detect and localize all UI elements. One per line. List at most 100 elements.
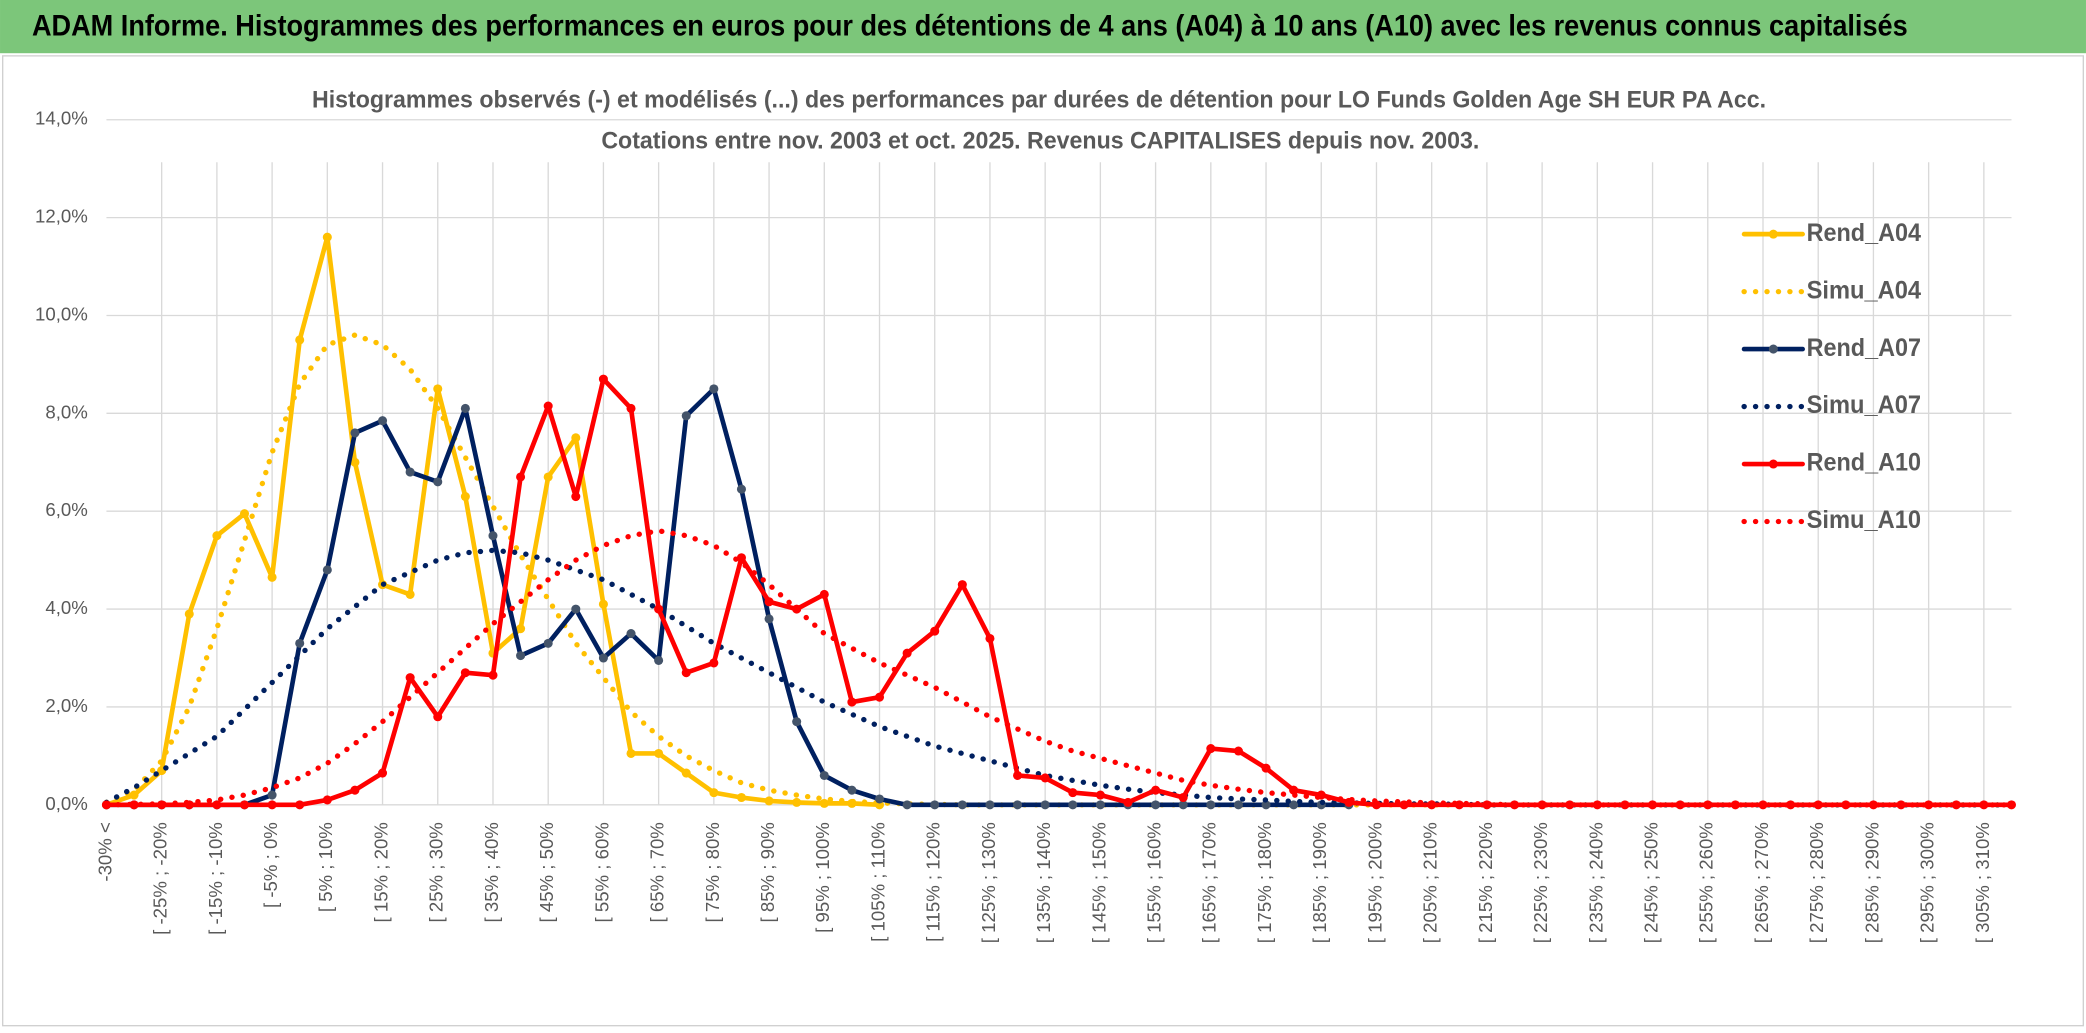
data-point — [460, 668, 470, 678]
x-tick-label: [ 235% ; 240% — [1585, 822, 1606, 943]
data-point — [626, 403, 636, 413]
data-point — [1068, 788, 1078, 798]
data-point — [1206, 800, 1216, 810]
x-tick-label: [ 145% ; 150% — [1088, 822, 1109, 943]
data-point — [2006, 800, 2017, 810]
data-point — [460, 492, 470, 502]
data-point — [709, 384, 719, 394]
data-point — [267, 790, 277, 800]
data-point — [819, 770, 829, 781]
data-point — [239, 509, 250, 519]
series-line — [103, 547, 2015, 808]
legend-label: Rend_A10 — [1807, 449, 1921, 477]
data-point — [957, 800, 967, 810]
chart-title: Histogrammes observés (-) et modélisés (… — [312, 86, 1766, 113]
legend-marker — [1768, 459, 1778, 469]
x-tick-label: [ 175% ; 180% — [1254, 822, 1275, 943]
data-point — [957, 580, 967, 590]
legend-marker — [1768, 229, 1778, 239]
data-point — [792, 717, 802, 727]
y-tick-label: 4,0% — [45, 597, 87, 618]
x-tick-label: [ 95% ; 100% — [812, 822, 833, 933]
data-point — [902, 648, 912, 658]
data-point — [350, 785, 360, 795]
data-point — [378, 768, 388, 778]
data-point — [1095, 800, 1105, 810]
data-point — [1178, 800, 1188, 810]
data-point — [1123, 797, 1133, 807]
data-point — [267, 800, 277, 810]
data-point — [1068, 800, 1078, 810]
data-point — [516, 624, 526, 634]
data-point — [571, 492, 581, 502]
x-tick-label: [ 85% ; 90% — [757, 822, 778, 922]
series-line — [104, 386, 1352, 808]
x-tick-label: [ 285% ; 290% — [1861, 822, 1882, 943]
data-point — [322, 232, 332, 242]
data-point — [736, 484, 746, 494]
chart-subtitle: Cotations entre nov. 2003 et oct. 2025. … — [601, 128, 1479, 155]
legend-label: Simu_A04 — [1807, 276, 1921, 304]
x-tick-label: -30% < — [94, 822, 115, 881]
x-tick-label: [ 195% ; 200% — [1364, 822, 1385, 943]
data-point — [543, 638, 553, 648]
data-point — [571, 433, 581, 443]
data-point — [1040, 773, 1050, 783]
x-tick-label: [ 35% ; 40% — [481, 822, 502, 922]
data-point — [681, 668, 691, 678]
data-point — [1399, 800, 1409, 810]
data-point — [1924, 800, 1934, 810]
data-point — [930, 800, 940, 810]
series-line — [103, 528, 2015, 808]
data-point — [654, 655, 664, 666]
data-point — [350, 428, 360, 438]
x-tick-label: [ 5% ; 10% — [315, 822, 336, 912]
data-point — [1786, 800, 1796, 810]
x-tick-label: [ 205% ; 210% — [1420, 822, 1441, 943]
data-point — [1289, 785, 1299, 795]
data-point — [460, 403, 470, 413]
x-tick-label: [ 265% ; 270% — [1751, 822, 1772, 943]
data-point — [654, 748, 664, 758]
x-tick-label: [ 75% ; 80% — [702, 822, 723, 922]
y-tick-label: 6,0% — [45, 499, 87, 520]
y-tick-label: 10,0% — [35, 303, 88, 324]
legend-label: Rend_A07 — [1807, 334, 1921, 362]
data-point — [764, 597, 774, 607]
data-point — [1206, 744, 1216, 754]
data-point — [736, 792, 746, 803]
x-tick-label: [ 105% ; 110% — [867, 822, 888, 942]
x-tick-label: [ 65% ; 70% — [647, 822, 668, 922]
data-point — [571, 604, 581, 614]
x-tick-label: [ 15% ; 20% — [370, 822, 391, 922]
data-point — [847, 697, 857, 707]
data-point — [874, 692, 885, 702]
x-tick-label: [ 45% ; 50% — [536, 822, 557, 922]
data-point — [985, 633, 995, 643]
data-point — [598, 374, 608, 384]
y-tick-label: 12,0% — [35, 206, 88, 227]
x-tick-label: [ 115% ; 120% — [923, 822, 944, 942]
data-point — [295, 335, 305, 345]
data-point — [764, 614, 774, 624]
data-point — [488, 670, 498, 680]
data-point — [985, 800, 995, 810]
data-point — [1537, 800, 1547, 810]
data-point — [405, 673, 415, 683]
x-tick-label: [ -25% ; -20% — [150, 822, 171, 935]
data-point — [184, 609, 194, 619]
data-point — [212, 800, 222, 810]
data-point — [681, 768, 691, 778]
data-point — [1013, 770, 1023, 781]
data-point — [516, 651, 526, 661]
data-point — [819, 798, 829, 808]
data-point — [239, 800, 250, 810]
data-point — [847, 785, 857, 795]
x-tick-label: [ 185% ; 190% — [1309, 822, 1330, 943]
y-tick-label: 14,0% — [35, 108, 88, 129]
x-tick-label: [ -15% ; -10% — [205, 822, 226, 935]
data-point — [1233, 746, 1243, 756]
data-point — [1730, 800, 1740, 810]
